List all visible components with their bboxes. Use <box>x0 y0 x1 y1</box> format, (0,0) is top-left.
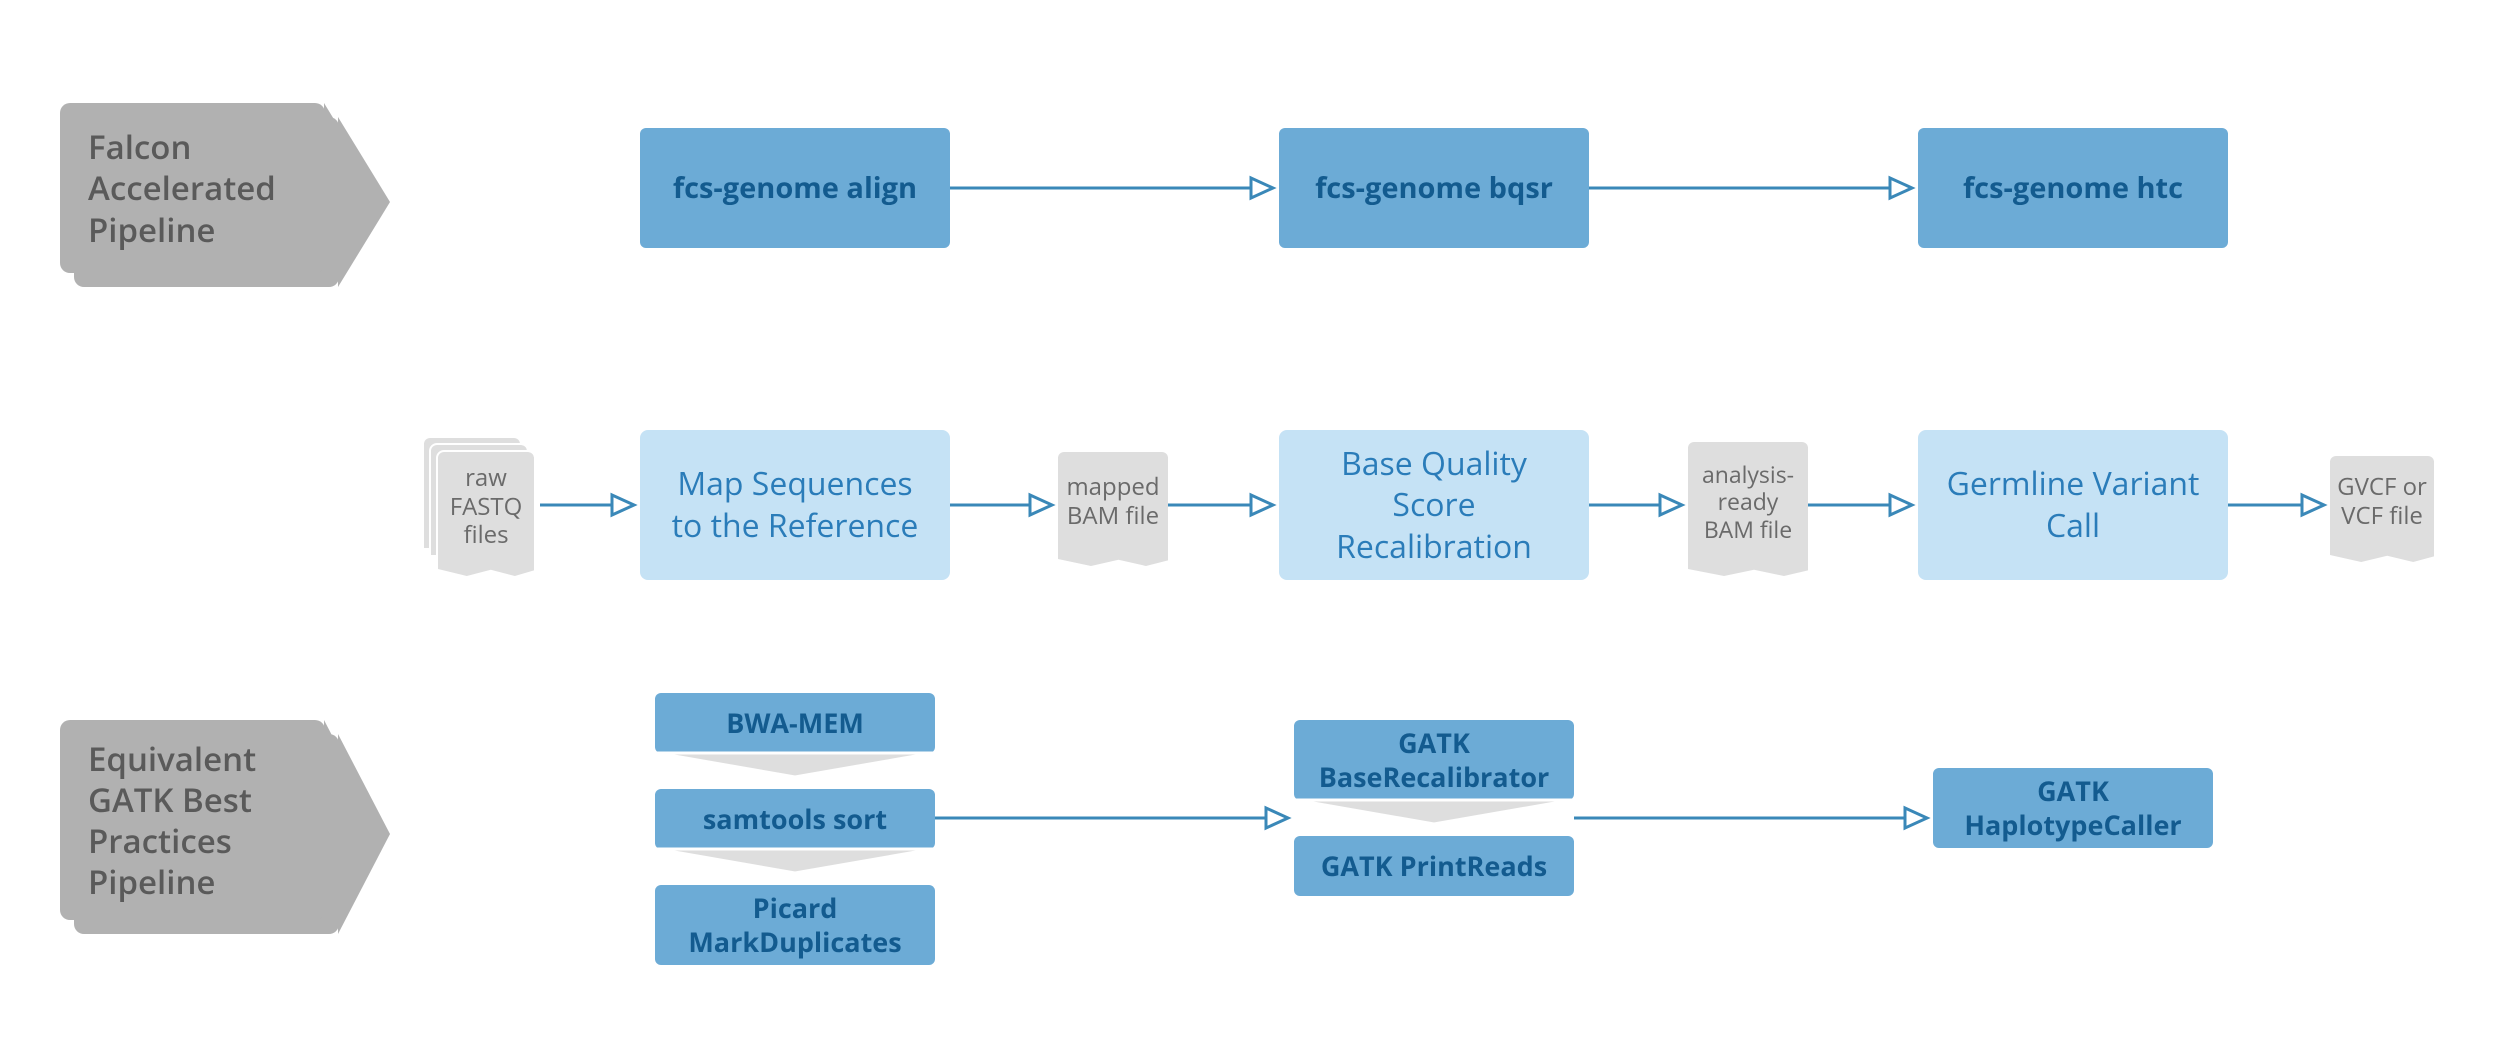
box-bwa-mem: BWA-MEM <box>655 693 935 753</box>
box-samtools-text: samtools sort <box>703 802 887 836</box>
box-fcs-bqsr-text: fcs-genome bqsr <box>1315 170 1553 206</box>
box-fcs-bqsr: fcs-genome bqsr <box>1279 128 1589 248</box>
gatk-label: Equivalent GATK Best Practices Pipeline <box>60 720 325 920</box>
file-mapped-bam-text: mapped BAM file <box>1064 473 1162 531</box>
box-germline: Germline Variant Call <box>1918 430 2228 580</box>
gatk-label-arrow <box>324 720 376 920</box>
box-bqsr: Base Quality Score Recalibration <box>1279 430 1589 580</box>
box-fcs-align: fcs-genome align <box>640 128 950 248</box>
box-map-seq-text: Map Sequences to the Reference <box>658 463 932 546</box>
box-picard: Picard MarkDuplicates <box>655 885 935 965</box>
box-gatk-baserecal-text: GATK BaseRecalibrator <box>1306 726 1562 794</box>
box-gatk-hc: GATK HaplotypeCaller <box>1933 768 2213 848</box>
file-analysis-bam-text: analysis-ready BAM file <box>1694 461 1802 544</box>
box-germline-text: Germline Variant Call <box>1936 463 2210 546</box>
box-bwa-mem-text: BWA-MEM <box>726 706 864 740</box>
file-gvcf-text: GVCF or VCF file <box>2336 473 2428 531</box>
file-raw-fastq-text: raw FASTQ files <box>444 464 528 550</box>
file-mapped-bam: mapped BAM file <box>1058 452 1168 552</box>
falcon-label: Falcon Accelerated Pipeline <box>60 103 325 273</box>
box-fcs-align-text: fcs-genome align <box>673 170 917 206</box>
box-picard-text: Picard MarkDuplicates <box>667 891 923 959</box>
connector-g1-1 <box>655 751 935 791</box>
file-analysis-bam: analysis-ready BAM file <box>1688 442 1808 562</box>
falcon-label-text: Falcon Accelerated Pipeline <box>88 126 297 250</box>
box-samtools: samtools sort <box>655 789 935 849</box>
gatk-label-text: Equivalent GATK Best Practices Pipeline <box>88 738 297 903</box>
box-gatk-hc-text: GATK HaplotypeCaller <box>1945 774 2201 842</box>
file-gvcf: GVCF or VCF file <box>2330 456 2434 548</box>
falcon-label-arrow <box>324 103 376 273</box>
connector-g2-1 <box>1294 798 1574 838</box>
box-gatk-baserecal: GATK BaseRecalibrator <box>1294 720 1574 800</box>
connector-g1-2 <box>655 847 935 887</box>
box-fcs-htc-text: fcs-genome htc <box>1963 170 2183 206</box>
box-fcs-htc: fcs-genome htc <box>1918 128 2228 248</box>
box-gatk-printreads-text: GATK PrintReads <box>1321 849 1547 883</box>
box-bqsr-text: Base Quality Score Recalibration <box>1297 443 1571 568</box>
box-map-seq: Map Sequences to the Reference <box>640 430 950 580</box>
box-gatk-printreads: GATK PrintReads <box>1294 836 1574 896</box>
file-raw-fastq: raw FASTQ files <box>438 452 534 562</box>
